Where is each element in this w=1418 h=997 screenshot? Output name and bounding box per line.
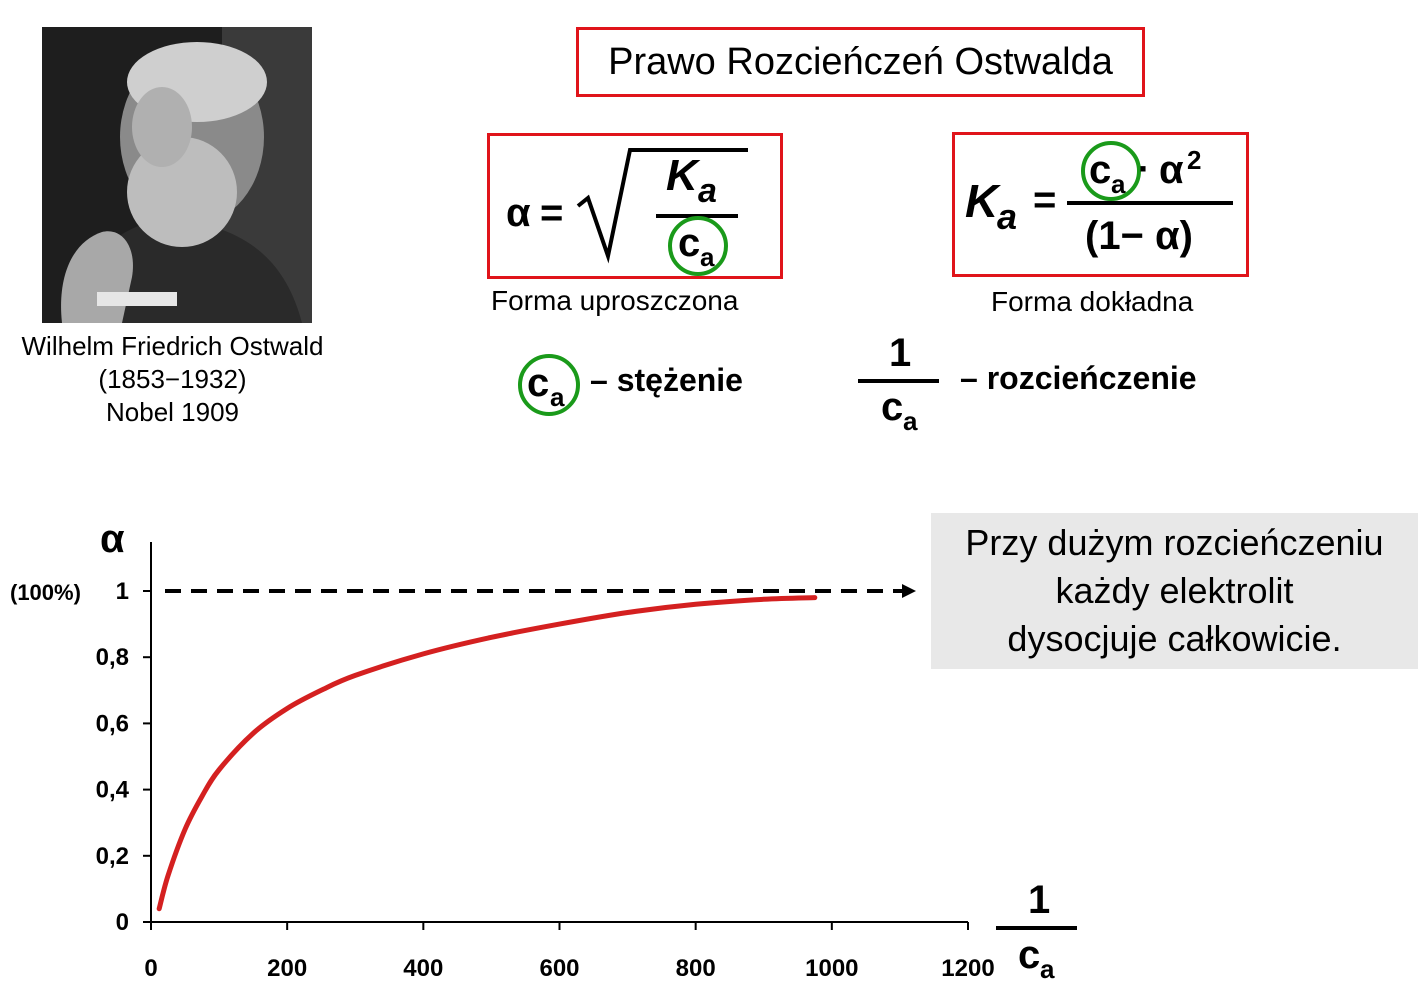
x-axis-label-c: c — [1018, 933, 1040, 977]
x-tick-label: 0 — [144, 955, 157, 982]
y-tick-label: 0 — [116, 909, 129, 936]
concentration-circle — [518, 354, 580, 416]
formula-k: K — [666, 151, 701, 200]
dilution-c: c — [881, 385, 903, 429]
note-line-3: dysocjuje całkowicie. — [1007, 618, 1342, 659]
formula-exact-dot: · — [1138, 148, 1150, 189]
sqrt-sign — [576, 148, 748, 264]
concentration-text: – stężenie — [590, 362, 743, 398]
concentration-highlight-circle — [668, 216, 728, 276]
formula-k-sub: a — [698, 172, 717, 210]
formula-exact-alpha-sup: 2 — [1187, 145, 1201, 175]
formula-exact-label: Forma dokładna — [991, 286, 1194, 317]
page-title: Prawo Rozcieńczeń Ostwalda — [576, 27, 1145, 97]
formula-exact-k-sub: a — [997, 196, 1017, 237]
dilution-c-sub: a — [903, 406, 918, 436]
concentration-symbol: c a — [518, 354, 580, 416]
x-axis-label-num: 1 — [1028, 878, 1050, 922]
concentration-c: c — [527, 361, 549, 405]
formula-eq: = — [540, 191, 563, 235]
note-line-2: każdy elektrolit — [1055, 570, 1294, 611]
y-tick-label: 0,2 — [96, 843, 129, 870]
note-box: Przy dużym rozcieńczeniu każdy elektroli… — [931, 513, 1418, 669]
formula-alpha: α — [506, 191, 531, 235]
formula-simplified-box: α = K a c a — [487, 133, 783, 279]
formula-exact-c: c — [1089, 148, 1111, 192]
page-title-text: Prawo Rozcieńczeń Ostwalda — [608, 40, 1113, 83]
formula-simplified-label: Forma uproszczona — [491, 285, 739, 316]
chart-series — [156, 584, 916, 912]
concentration-highlight-circle-exact — [1081, 141, 1141, 201]
chart-ticks: 0 200 400 600 800 1000 1200 0 0,2 0,4 0,6 0,8 1 — [96, 578, 995, 982]
x-tick-label: 600 — [539, 955, 579, 982]
x-tick-label: 400 — [403, 955, 443, 982]
formula-exact-alpha: α — [1159, 148, 1184, 192]
portrait-years: (1853−1932) — [98, 364, 247, 394]
portrait-caption: Wilhelm Friedrich Ostwald (1853−1932) No… — [0, 330, 345, 429]
y-tick-label: 0,6 — [96, 710, 129, 737]
portrait-nobel: Nobel 1909 — [106, 397, 239, 427]
x-tick-label: 1200 — [941, 955, 994, 982]
chart-axes — [150, 542, 968, 923]
note-line-1: Przy dużym rozcieńczeniu — [965, 522, 1384, 563]
formula-exact-k: K — [965, 175, 1001, 227]
portrait-photo — [42, 27, 312, 323]
x-tick-label: 200 — [267, 955, 307, 982]
formula-c: c — [678, 221, 700, 265]
dilution-num: 1 — [889, 331, 911, 375]
x-tick-label: 1000 — [805, 955, 858, 982]
formula-exact-box: K a = c a · α 2 (1− α) — [952, 132, 1249, 277]
concentration-c-sub: a — [550, 382, 565, 412]
y-tick-label: 0,4 — [96, 777, 130, 804]
formula-exact-eq: = — [1033, 178, 1056, 222]
portrait-name: Wilhelm Friedrich Ostwald — [21, 331, 324, 361]
formula-exact: K a = c a · α 2 (1− α) — [965, 141, 1233, 258]
dilution-text: – rozcieńczenie — [960, 360, 1197, 396]
portrait-image — [42, 27, 312, 323]
formula-simplified: α = K a c a — [506, 148, 748, 276]
y-axis-extra-label: (100%) — [10, 580, 81, 605]
y-tick-label: 1 — [116, 578, 129, 605]
x-axis-label-c-sub: a — [1040, 954, 1055, 984]
dilution-symbol: 1 c a — [858, 331, 939, 436]
y-tick-label: 0,8 — [96, 644, 129, 671]
dissociation-chart: 0 200 400 600 800 1000 1200 0 0,2 0,4 0,6 0,8 1 α (1… — [10, 517, 1077, 984]
dissociation-curve — [156, 595, 818, 912]
x-tick-label: 800 — [676, 955, 716, 982]
y-axis-label: α — [100, 517, 125, 561]
formula-exact-c-sub: a — [1111, 169, 1126, 199]
formula-exact-denominator: (1− α) — [1085, 214, 1193, 258]
formula-c-sub: a — [700, 242, 715, 272]
